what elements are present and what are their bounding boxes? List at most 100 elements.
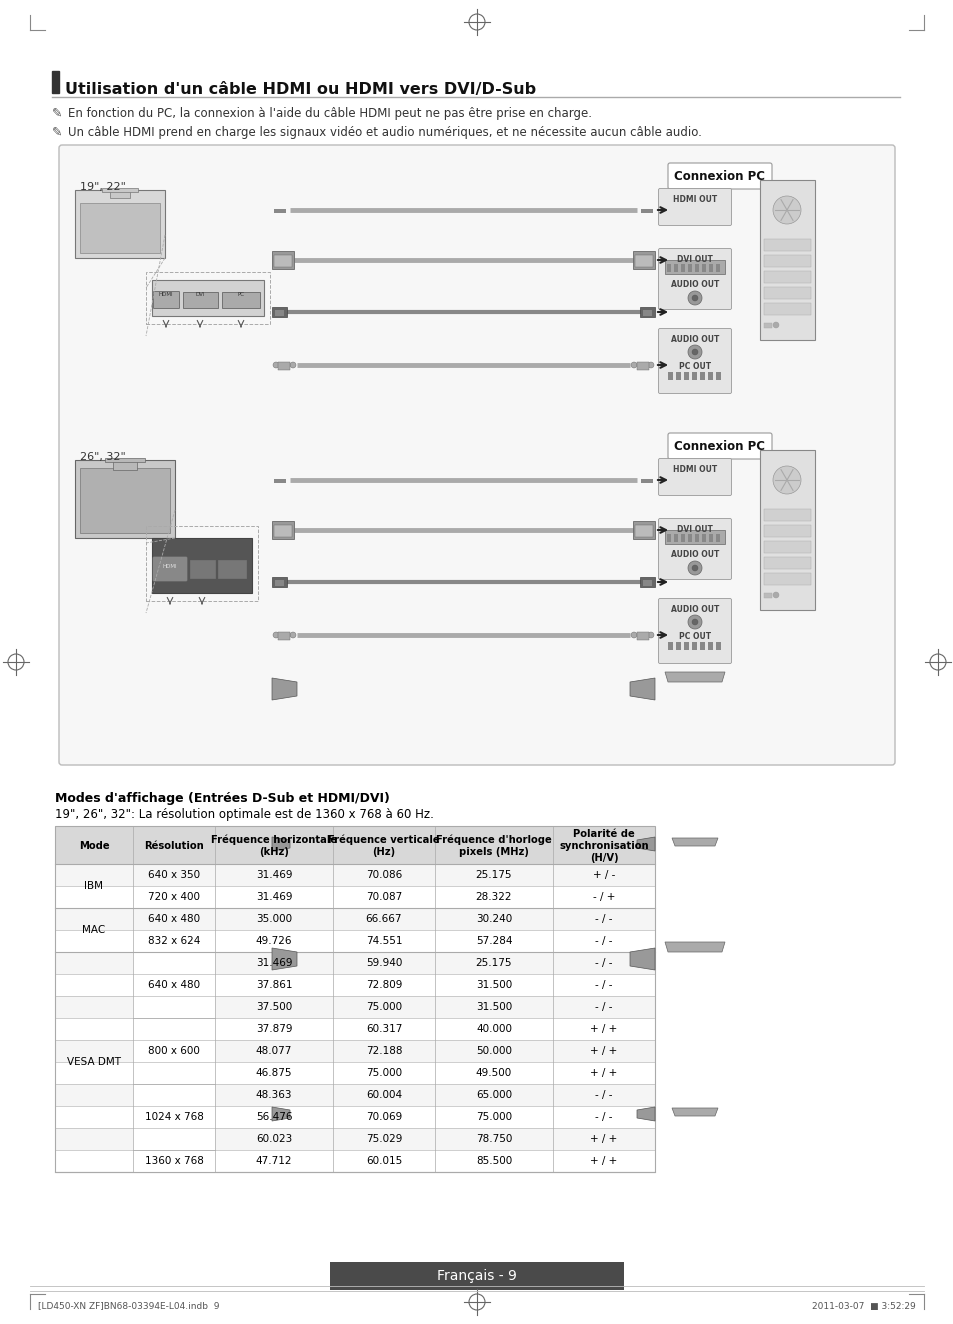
Text: 60.015: 60.015 <box>366 1156 402 1166</box>
Bar <box>763 240 810 252</box>
Bar <box>716 642 720 650</box>
Text: AUDIO OUT: AUDIO OUT <box>670 605 719 614</box>
Bar <box>55 1128 655 1151</box>
Bar <box>763 508 810 522</box>
Text: DVI OUT: DVI OUT <box>677 256 712 263</box>
Text: PC OUT: PC OUT <box>679 361 710 371</box>
Text: 2011-03-07  ■ 3:52:29: 2011-03-07 ■ 3:52:29 <box>811 1301 915 1311</box>
Text: Connexion PC: Connexion PC <box>674 169 764 183</box>
Bar <box>640 209 652 213</box>
Text: 48.363: 48.363 <box>255 1090 292 1100</box>
Bar <box>637 632 648 639</box>
Bar <box>55 1039 655 1062</box>
FancyBboxPatch shape <box>658 249 731 310</box>
Text: 60.317: 60.317 <box>365 1023 402 1034</box>
Bar <box>763 526 810 538</box>
Circle shape <box>647 361 654 368</box>
Text: [LD450-XN ZF]BN68-03394E-L04.indb  9: [LD450-XN ZF]BN68-03394E-L04.indb 9 <box>38 1301 219 1311</box>
Text: Modes d'affichage (Entrées D-Sub et HDMI/DVI): Modes d'affichage (Entrées D-Sub et HDMI… <box>55 792 390 805</box>
Bar <box>55 996 655 1018</box>
Bar <box>52 71 59 93</box>
Text: + / -: + / - <box>592 870 615 880</box>
Text: HDMI: HDMI <box>163 564 177 569</box>
Bar <box>763 542 810 553</box>
Bar <box>55 826 655 1172</box>
Circle shape <box>630 361 637 368</box>
Circle shape <box>691 295 698 301</box>
Bar <box>55 1062 655 1084</box>
Text: 640 x 480: 640 x 480 <box>148 980 200 990</box>
Bar <box>635 256 652 267</box>
Bar <box>763 303 810 315</box>
FancyBboxPatch shape <box>667 433 771 459</box>
Bar <box>683 372 688 380</box>
Polygon shape <box>272 837 290 851</box>
Bar <box>55 974 655 996</box>
Text: 85.500: 85.500 <box>476 1156 512 1166</box>
Bar <box>274 209 286 213</box>
Polygon shape <box>629 678 655 700</box>
Bar <box>700 372 704 380</box>
FancyBboxPatch shape <box>658 328 731 393</box>
Circle shape <box>273 632 278 638</box>
Text: 65.000: 65.000 <box>476 1090 512 1100</box>
Bar <box>222 293 260 308</box>
Polygon shape <box>629 948 655 970</box>
Circle shape <box>772 322 779 328</box>
Bar <box>183 293 218 308</box>
Text: 75.000: 75.000 <box>366 1068 401 1078</box>
Circle shape <box>290 632 295 638</box>
Bar <box>132 952 214 1018</box>
FancyBboxPatch shape <box>658 519 731 580</box>
Text: 50.000: 50.000 <box>476 1046 512 1057</box>
Bar <box>708 534 712 542</box>
Bar <box>666 534 670 542</box>
Text: 30.240: 30.240 <box>476 914 512 924</box>
Bar <box>666 263 670 271</box>
Text: 720 x 400: 720 x 400 <box>148 892 200 902</box>
Bar <box>102 188 138 192</box>
Circle shape <box>647 632 654 638</box>
Text: 70.087: 70.087 <box>366 892 402 902</box>
Circle shape <box>772 592 779 598</box>
Bar <box>55 886 655 908</box>
Circle shape <box>630 632 637 638</box>
Bar <box>763 323 771 328</box>
Bar <box>272 307 287 316</box>
Text: 75.029: 75.029 <box>365 1133 402 1144</box>
Bar <box>274 526 292 538</box>
Bar <box>673 263 678 271</box>
Bar <box>75 459 174 538</box>
Circle shape <box>687 616 701 629</box>
Text: - / -: - / - <box>595 1112 612 1121</box>
Text: HDMI OUT: HDMI OUT <box>672 195 717 204</box>
Bar <box>55 908 655 929</box>
Bar <box>80 203 160 253</box>
Bar <box>701 534 705 542</box>
Text: 19", 22": 19", 22" <box>80 181 126 192</box>
Text: - / -: - / - <box>595 914 612 924</box>
Bar <box>146 526 257 601</box>
Text: Français - 9: Français - 9 <box>436 1268 517 1283</box>
Text: Utilisation d'un câble HDMI ou HDMI vers DVI/D-Sub: Utilisation d'un câble HDMI ou HDMI vers… <box>65 82 536 97</box>
Text: - / -: - / - <box>595 959 612 968</box>
Bar <box>642 310 651 316</box>
Text: 640 x 480: 640 x 480 <box>148 914 200 924</box>
FancyBboxPatch shape <box>667 163 771 189</box>
Circle shape <box>772 466 801 494</box>
Text: - / -: - / - <box>595 936 612 947</box>
Bar <box>673 534 678 542</box>
Bar <box>190 560 214 579</box>
Circle shape <box>691 620 698 625</box>
Text: 40.000: 40.000 <box>476 1023 512 1034</box>
Bar <box>763 593 771 598</box>
Bar <box>105 458 145 462</box>
Bar <box>701 263 705 271</box>
Text: 78.750: 78.750 <box>476 1133 512 1144</box>
Bar <box>55 865 655 886</box>
Bar <box>633 522 655 539</box>
Circle shape <box>687 346 701 359</box>
Text: 832 x 624: 832 x 624 <box>148 936 200 947</box>
Bar <box>700 642 704 650</box>
Circle shape <box>687 561 701 575</box>
